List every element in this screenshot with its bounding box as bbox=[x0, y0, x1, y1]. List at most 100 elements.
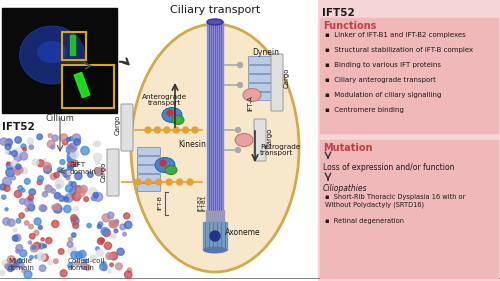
Circle shape bbox=[106, 253, 112, 259]
Circle shape bbox=[48, 260, 52, 265]
Circle shape bbox=[66, 176, 70, 180]
Circle shape bbox=[128, 268, 132, 272]
Circle shape bbox=[160, 160, 166, 166]
Circle shape bbox=[84, 264, 90, 270]
Circle shape bbox=[110, 263, 114, 266]
Circle shape bbox=[46, 237, 52, 244]
FancyBboxPatch shape bbox=[248, 56, 272, 65]
Circle shape bbox=[100, 263, 107, 270]
Circle shape bbox=[68, 143, 77, 152]
Circle shape bbox=[28, 225, 33, 229]
Circle shape bbox=[88, 188, 97, 196]
FancyBboxPatch shape bbox=[248, 92, 272, 101]
Circle shape bbox=[12, 151, 18, 157]
Text: Middle
domain: Middle domain bbox=[8, 258, 35, 271]
Ellipse shape bbox=[20, 26, 84, 84]
Text: Cargo: Cargo bbox=[284, 68, 290, 88]
Circle shape bbox=[96, 247, 100, 251]
Circle shape bbox=[6, 168, 14, 177]
Text: Dynein: Dynein bbox=[252, 48, 279, 57]
Circle shape bbox=[37, 134, 43, 140]
Circle shape bbox=[51, 189, 56, 193]
Circle shape bbox=[116, 263, 122, 270]
Circle shape bbox=[104, 242, 112, 249]
Circle shape bbox=[35, 255, 38, 258]
Circle shape bbox=[68, 165, 73, 170]
Circle shape bbox=[124, 213, 130, 219]
Circle shape bbox=[108, 255, 112, 259]
Circle shape bbox=[8, 151, 11, 154]
Circle shape bbox=[18, 262, 24, 269]
Circle shape bbox=[135, 179, 141, 185]
Circle shape bbox=[123, 232, 126, 236]
Circle shape bbox=[5, 208, 8, 211]
Text: ▪  Retinal degeneration: ▪ Retinal degeneration bbox=[325, 218, 404, 224]
Circle shape bbox=[173, 127, 179, 133]
Text: Mutation: Mutation bbox=[323, 143, 372, 153]
Circle shape bbox=[41, 205, 47, 211]
Circle shape bbox=[22, 189, 25, 192]
FancyBboxPatch shape bbox=[138, 183, 160, 191]
Circle shape bbox=[54, 205, 62, 213]
Text: Anterograde
transport: Anterograde transport bbox=[142, 94, 188, 106]
Circle shape bbox=[114, 229, 118, 233]
Circle shape bbox=[124, 221, 132, 229]
Circle shape bbox=[29, 189, 35, 195]
Ellipse shape bbox=[37, 41, 67, 63]
Text: ▪  Ciliary anterograde transport: ▪ Ciliary anterograde transport bbox=[325, 77, 436, 83]
Circle shape bbox=[41, 254, 48, 261]
Circle shape bbox=[66, 185, 73, 192]
Circle shape bbox=[93, 192, 98, 198]
Circle shape bbox=[112, 221, 116, 225]
Circle shape bbox=[72, 217, 79, 225]
Circle shape bbox=[16, 166, 23, 173]
Circle shape bbox=[96, 250, 103, 256]
Circle shape bbox=[5, 264, 10, 269]
Text: ▪  Short-Rib Thoracic Dysplasia 16 with or
Without Polydactyly (SRTD16): ▪ Short-Rib Thoracic Dysplasia 16 with o… bbox=[325, 194, 466, 207]
Circle shape bbox=[72, 233, 76, 237]
Circle shape bbox=[28, 198, 32, 202]
Circle shape bbox=[70, 151, 78, 159]
FancyBboxPatch shape bbox=[138, 148, 160, 155]
Ellipse shape bbox=[172, 115, 184, 124]
Circle shape bbox=[27, 138, 34, 144]
Circle shape bbox=[110, 221, 116, 226]
Circle shape bbox=[48, 140, 55, 148]
Text: Ciliopathies: Ciliopathies bbox=[323, 184, 368, 193]
Circle shape bbox=[54, 172, 60, 178]
Circle shape bbox=[3, 218, 10, 225]
Circle shape bbox=[101, 228, 108, 235]
Circle shape bbox=[41, 238, 44, 241]
Circle shape bbox=[14, 148, 22, 155]
Circle shape bbox=[87, 223, 91, 228]
Circle shape bbox=[156, 179, 162, 185]
Circle shape bbox=[108, 270, 111, 273]
Circle shape bbox=[12, 160, 18, 167]
FancyBboxPatch shape bbox=[107, 149, 119, 196]
Circle shape bbox=[58, 167, 62, 173]
Circle shape bbox=[21, 168, 28, 174]
Circle shape bbox=[236, 148, 240, 153]
Circle shape bbox=[76, 252, 82, 259]
Bar bbox=[206, 210, 224, 222]
Circle shape bbox=[238, 83, 242, 87]
Circle shape bbox=[37, 180, 42, 185]
Text: ▪  Structural stabilization of IFT-B complex: ▪ Structural stabilization of IFT-B comp… bbox=[325, 47, 473, 53]
Circle shape bbox=[95, 168, 102, 176]
Text: GIFT
domain: GIFT domain bbox=[70, 162, 97, 175]
Ellipse shape bbox=[207, 19, 223, 25]
Ellipse shape bbox=[235, 133, 253, 146]
Circle shape bbox=[24, 271, 32, 278]
Circle shape bbox=[78, 250, 86, 258]
Circle shape bbox=[70, 188, 76, 195]
Circle shape bbox=[91, 195, 97, 201]
Circle shape bbox=[30, 234, 35, 239]
Bar bbox=[74, 72, 90, 98]
Circle shape bbox=[54, 259, 58, 264]
Text: IFT-A: IFT-A bbox=[247, 95, 253, 111]
Text: Cillium: Cillium bbox=[46, 114, 74, 123]
Text: Loss of expression and/or function: Loss of expression and/or function bbox=[323, 163, 454, 172]
Circle shape bbox=[32, 246, 36, 250]
Circle shape bbox=[45, 184, 50, 189]
Circle shape bbox=[6, 162, 10, 165]
